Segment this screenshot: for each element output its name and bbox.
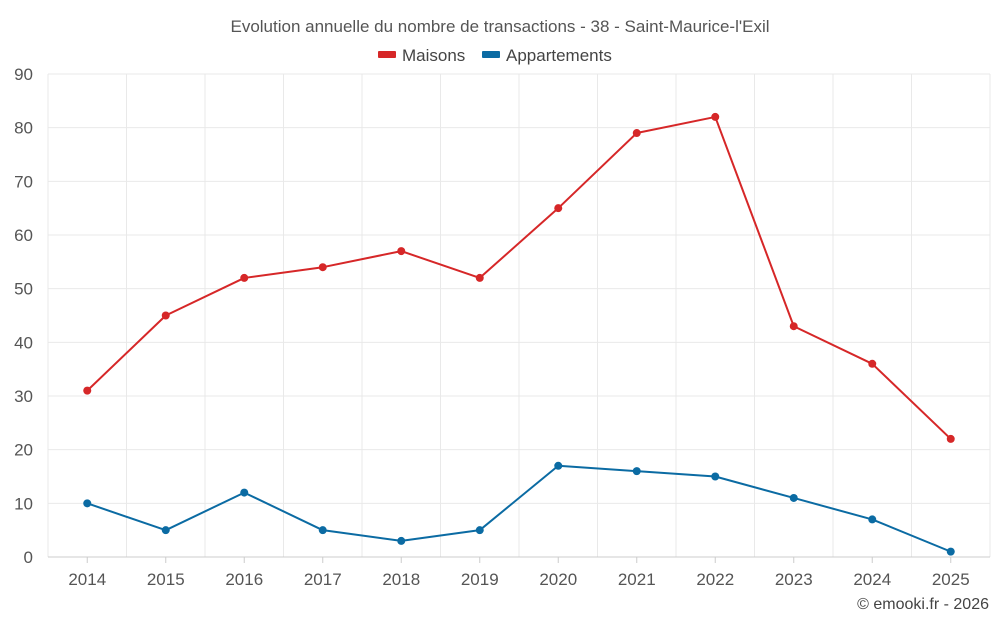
data-point-maisons[interactable] (711, 112, 720, 121)
data-point-maisons[interactable] (318, 263, 327, 272)
x-gridlines (47, 74, 991, 557)
data-point-maisons[interactable] (397, 247, 406, 256)
x-tick-label: 2019 (461, 570, 499, 589)
data-point-appartements[interactable] (397, 536, 406, 545)
legend-label-maisons[interactable]: Maisons (402, 46, 465, 65)
series-line-maisons (86, 115, 952, 440)
legend-swatch-appartements (482, 51, 500, 58)
y-tick-label: 20 (14, 441, 33, 460)
data-point-appartements[interactable] (946, 547, 955, 556)
data-point-appartements[interactable] (83, 499, 92, 508)
data-point-maisons[interactable] (475, 273, 484, 282)
data-point-maisons[interactable] (161, 311, 170, 320)
x-tick-label: 2023 (775, 570, 813, 589)
series-line-appartements (86, 464, 952, 553)
data-point-maisons[interactable] (240, 273, 249, 282)
data-point-appartements[interactable] (632, 467, 641, 476)
y-tick-label: 40 (14, 333, 33, 352)
y-axis-ticks: 0 10 20 30 40 50 60 70 80 90 (14, 65, 33, 567)
y-tick-label: 50 (14, 280, 33, 299)
data-point-appartements[interactable] (789, 493, 798, 502)
data-point-appartements[interactable] (711, 472, 720, 481)
data-point-maisons[interactable] (946, 434, 955, 443)
data-point-appartements[interactable] (240, 488, 249, 497)
x-tick-label: 2015 (147, 570, 185, 589)
data-point-appartements[interactable] (554, 461, 563, 470)
x-tick-label: 2024 (853, 570, 891, 589)
data-point-maisons[interactable] (789, 322, 798, 331)
data-point-appartements[interactable] (318, 526, 327, 535)
data-point-maisons[interactable] (554, 204, 563, 213)
y-tick-label: 10 (14, 494, 33, 513)
data-point-maisons[interactable] (868, 359, 877, 368)
chart-title: Evolution annuelle du nombre de transact… (230, 17, 769, 36)
y-tick-label: 30 (14, 387, 33, 406)
data-point-appartements[interactable] (161, 526, 170, 535)
x-tick-label: 2022 (696, 570, 734, 589)
credit-text: © emooki.fr - 2026 (857, 596, 989, 613)
y-tick-label: 90 (14, 65, 33, 84)
y-tick-label: 0 (24, 548, 33, 567)
y-tick-label: 70 (14, 172, 33, 191)
series-layer (83, 112, 955, 556)
legend-label-appartements[interactable]: Appartements (506, 46, 612, 65)
x-tick-label: 2025 (932, 570, 970, 589)
data-point-maisons[interactable] (83, 386, 92, 395)
x-tick-label: 2018 (382, 570, 420, 589)
series-maisons (83, 112, 955, 443)
y-tick-label: 80 (14, 119, 33, 138)
x-tick-label: 2014 (68, 570, 106, 589)
x-tick-label: 2017 (304, 570, 342, 589)
series-appartements (83, 461, 955, 556)
chart-legend: Maisons Appartements (378, 46, 612, 65)
legend-swatch-maisons (378, 51, 396, 58)
x-tick-label: 2021 (618, 570, 656, 589)
data-point-maisons[interactable] (632, 129, 641, 138)
data-point-appartements[interactable] (475, 526, 484, 535)
x-tick-label: 2020 (539, 570, 577, 589)
data-point-appartements[interactable] (868, 515, 877, 524)
x-axis-ticks: 2014 2015 2016 2017 2018 2019 2020 2021 2022 2023… (68, 557, 970, 589)
y-tick-label: 60 (14, 226, 33, 245)
x-tick-label: 2016 (225, 570, 263, 589)
